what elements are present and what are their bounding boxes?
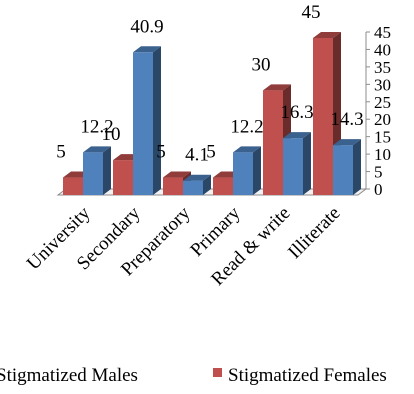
data-label: 4.1 [185, 145, 209, 166]
data-label: 16.3 [280, 102, 313, 123]
bar-front [313, 38, 333, 195]
legend-label-females: Stigmatized Females [228, 365, 387, 386]
bar-top [163, 171, 191, 178]
bar-side [253, 146, 261, 195]
bar-side [103, 146, 111, 195]
bar-front [133, 52, 153, 195]
bar-front [163, 177, 183, 195]
bar-front [63, 177, 83, 195]
bar-side [203, 174, 211, 195]
x-tick-label: Illiterate [284, 203, 344, 263]
bar-front [233, 152, 253, 195]
data-label: 14.3 [330, 109, 363, 130]
bar-males-1 [133, 46, 161, 195]
y-tick-label: 5 [374, 163, 383, 182]
bar-front [113, 160, 133, 195]
bar-side [353, 139, 361, 195]
data-label: 12.2 [230, 116, 263, 137]
data-label: 5 [206, 142, 216, 163]
bar-top [263, 84, 291, 91]
data-label: 45 [302, 2, 321, 23]
bars [63, 32, 361, 195]
y-tick-label: 10 [374, 145, 391, 164]
legend-label-males: Stigmatized Males [0, 365, 138, 386]
y-tick-label: 35 [374, 58, 391, 77]
data-label: 5 [156, 142, 166, 163]
bar-males-3 [233, 146, 261, 195]
bar-top [183, 174, 211, 181]
legend-swatch-females [213, 368, 222, 377]
x-axis-labels: UniversitySecondaryPreparatoryPrimaryRea… [23, 202, 345, 290]
bar-top [313, 32, 341, 38]
bar-males-0 [83, 146, 111, 195]
bar-front [213, 177, 233, 195]
data-label: 5 [56, 142, 66, 163]
y-tick-label: 30 [374, 75, 391, 94]
bar-males-4 [283, 132, 311, 195]
bar-front [333, 145, 353, 195]
bar-top [233, 146, 261, 153]
y-tick-label: 0 [374, 180, 383, 199]
y-tick-label: 45 [374, 23, 391, 42]
data-label: 10 [102, 124, 121, 145]
y-tick-label: 40 [374, 40, 391, 59]
bar-top [83, 146, 111, 153]
y-tick-label: 25 [374, 93, 391, 112]
bar-top [333, 139, 361, 146]
bar-front [183, 180, 203, 195]
legend: Stigmatized Males Stigmatized Females [0, 365, 387, 386]
data-label: 12.2 [80, 116, 113, 137]
bar-side [153, 46, 161, 195]
data-label: 30 [252, 54, 271, 75]
bar-side [303, 132, 311, 195]
bar-front [283, 138, 303, 195]
data-label: 40.9 [130, 16, 163, 37]
bar-front [83, 152, 103, 195]
y-tick-label: 15 [374, 128, 391, 147]
bar-front [263, 90, 283, 195]
bar-males-2 [183, 174, 211, 195]
bar-top [283, 132, 311, 139]
y-tick-label: 20 [374, 110, 391, 129]
bar-males-5 [333, 139, 361, 195]
bar-top [133, 46, 161, 53]
